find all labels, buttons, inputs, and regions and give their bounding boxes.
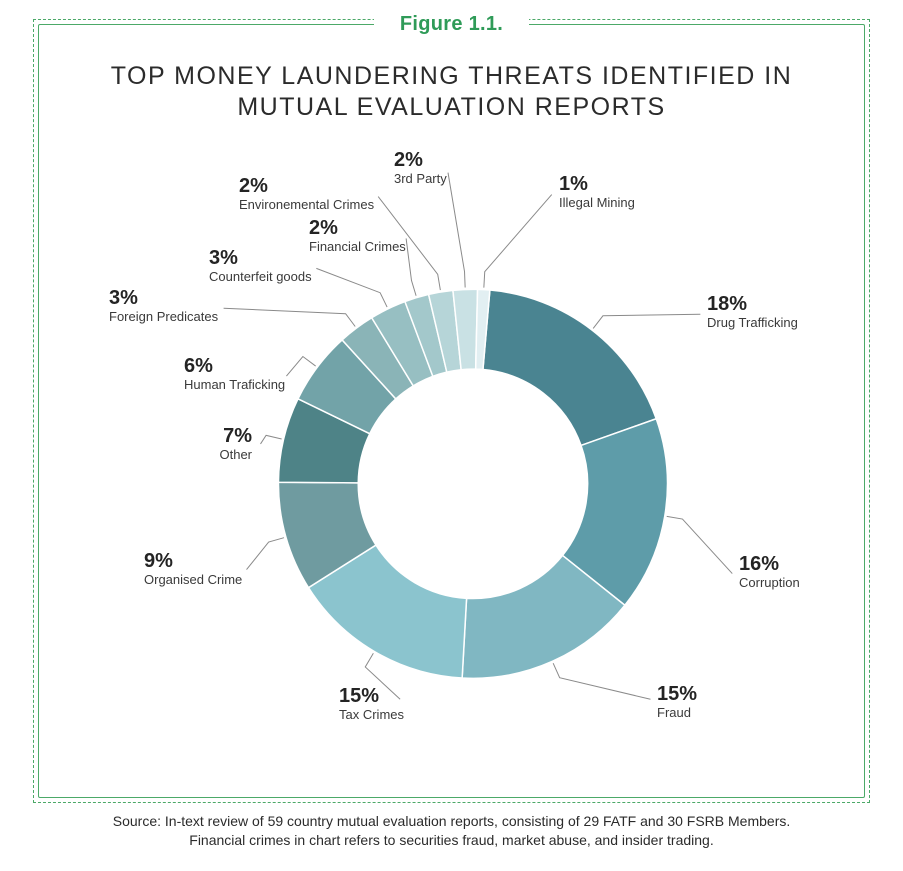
leader-line — [448, 173, 465, 288]
label-drug-trafficking: 18% Drug Trafficking — [707, 293, 798, 331]
label-corruption: 16% Corruption — [739, 553, 800, 591]
pct: 3% — [209, 247, 312, 270]
leader-line — [406, 238, 416, 295]
leader-line — [260, 435, 281, 444]
pct: 2% — [309, 217, 406, 240]
source-line-2: Financial crimes in chart refers to secu… — [189, 832, 713, 848]
pct: 2% — [394, 149, 447, 172]
leader-line — [316, 268, 387, 307]
name: Fraud — [657, 706, 697, 721]
pct: 3% — [109, 287, 218, 310]
name: Environemental Crimes — [239, 198, 374, 213]
label-tax-crimes: 15% Tax Crimes — [339, 685, 404, 723]
leader-line — [484, 195, 552, 288]
slice-drug-trafficking — [483, 290, 656, 445]
leader-line — [286, 356, 315, 376]
source-note: Source: In-text review of 59 country mut… — [0, 812, 903, 850]
name: Organised Crime — [144, 573, 242, 588]
pct: 2% — [239, 175, 374, 198]
pct: 7% — [219, 425, 252, 448]
pct: 6% — [184, 355, 285, 378]
label-counterfeit-goods: 3% Counterfeit goods — [209, 247, 312, 285]
figure-frame: Figure 1.1. TOP MONEY LAUNDERING THREATS… — [38, 24, 865, 798]
pct: 16% — [739, 553, 800, 576]
name: Counterfeit goods — [209, 270, 312, 285]
leader-line — [224, 308, 356, 326]
pct: 15% — [339, 685, 404, 708]
name: Other — [219, 448, 252, 463]
name: Drug Trafficking — [707, 316, 798, 331]
leader-line — [667, 516, 733, 573]
leader-line — [247, 538, 284, 570]
donut-chart — [39, 25, 864, 797]
source-line-1: Source: In-text review of 59 country mut… — [113, 813, 791, 829]
label-foreign-predicates: 3% Foreign Predicates — [109, 287, 218, 325]
pct: 15% — [657, 683, 697, 706]
label-other: 7% Other — [219, 425, 252, 463]
leader-line — [553, 663, 650, 699]
name: 3rd Party — [394, 172, 447, 187]
pct: 1% — [559, 173, 635, 196]
name: Financial Crimes — [309, 240, 406, 255]
pct: 9% — [144, 550, 242, 573]
pct: 18% — [707, 293, 798, 316]
label-fraud: 15% Fraud — [657, 683, 697, 721]
label-financial-crimes: 2% Financial Crimes — [309, 217, 406, 255]
leader-line — [593, 314, 700, 328]
name: Human Traficking — [184, 378, 285, 393]
label-environmental-crimes: 2% Environemental Crimes — [239, 175, 374, 213]
name: Corruption — [739, 576, 800, 591]
label-illegal-mining: 1% Illegal Mining — [559, 173, 635, 211]
label-organised-crime: 9% Organised Crime — [144, 550, 242, 588]
label-3rd-party: 2% 3rd Party — [394, 149, 447, 187]
name: Illegal Mining — [559, 196, 635, 211]
label-human-trafficking: 6% Human Traficking — [184, 355, 285, 393]
name: Foreign Predicates — [109, 310, 218, 325]
name: Tax Crimes — [339, 708, 404, 723]
